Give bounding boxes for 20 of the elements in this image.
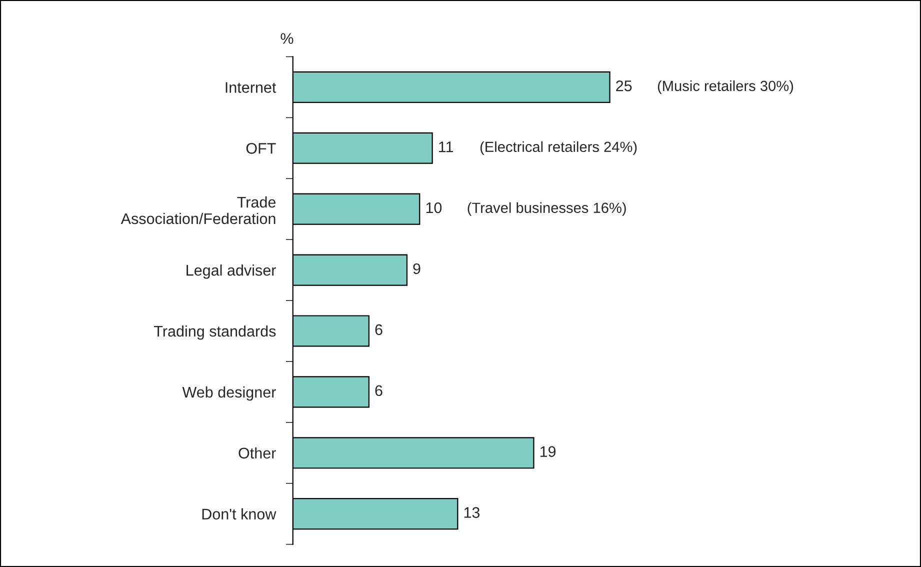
data-label: 6 xyxy=(375,324,382,336)
data-label: 13 xyxy=(464,507,480,518)
annotation: (Travel businesses 16%) xyxy=(468,202,626,216)
y-tick-label: Legal adviser xyxy=(186,264,276,279)
annotation: (Electrical retailers 24%) xyxy=(480,141,637,155)
data-label: 6 xyxy=(375,385,382,396)
x-axis-title: % xyxy=(280,33,294,44)
y-tick-label: OFT xyxy=(246,142,276,154)
data-label: 10 xyxy=(426,202,442,214)
data-label: 25 xyxy=(616,80,632,92)
data-label: 9 xyxy=(413,263,420,274)
y-tick-label: Internet xyxy=(226,82,276,93)
y-tick-label: Don't know xyxy=(202,508,276,520)
y-tick-label: Trade Association/Federation xyxy=(120,196,276,224)
text: (Music retailers 30%) xyxy=(658,80,794,94)
y-tick-label: Trading standards xyxy=(154,325,276,340)
y-tick-label: Web designer xyxy=(182,386,276,401)
data-label: 11 xyxy=(439,142,453,152)
data-label: 19 xyxy=(540,446,556,457)
y-tick-label: Other xyxy=(238,447,276,459)
